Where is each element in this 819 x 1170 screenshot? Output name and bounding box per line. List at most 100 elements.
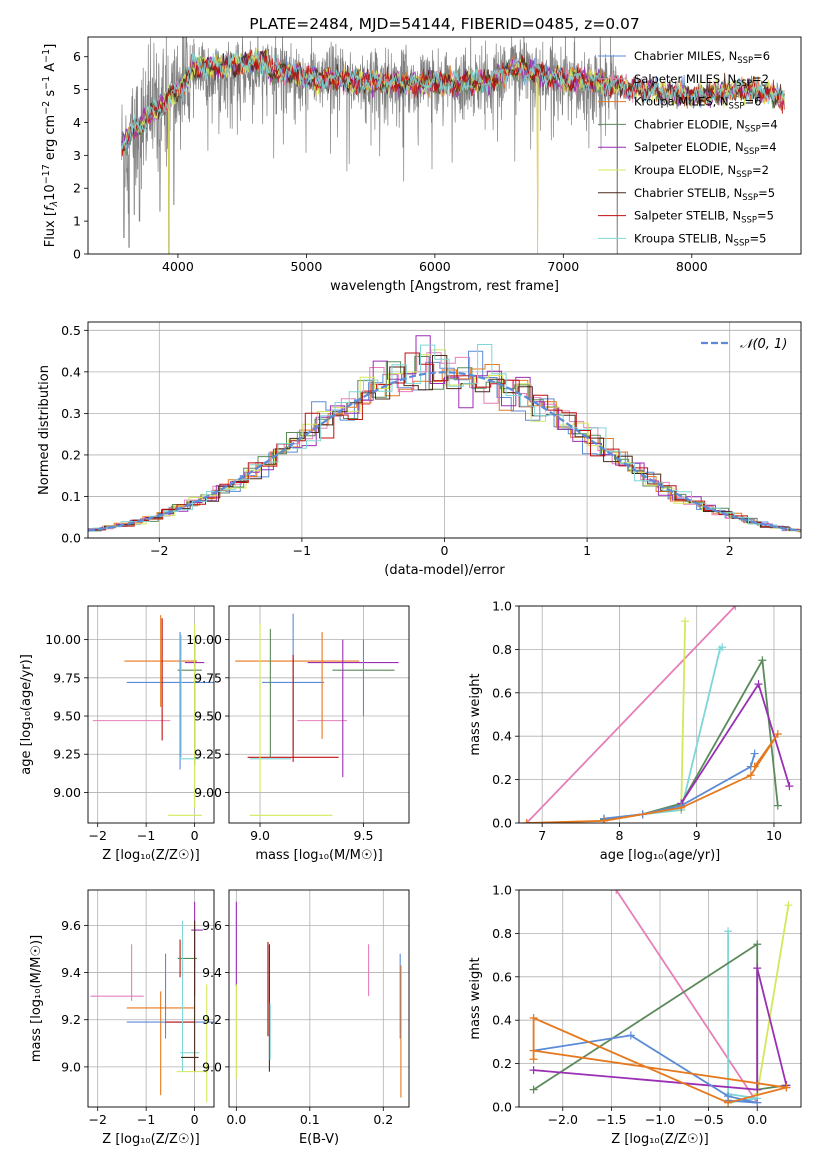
mass_ebv-xtick-label-1: 0.1 bbox=[300, 1112, 320, 1127]
spectrum-legend-sub-0: SSP bbox=[737, 56, 753, 66]
mw_age-marker-0-1 bbox=[731, 606, 740, 610]
mw_age-marker-2-4 bbox=[718, 643, 727, 652]
spectrum-ylabel-part-2: λ bbox=[49, 201, 60, 208]
mass_ebv-ytick-label-1: 9.2 bbox=[202, 1012, 222, 1027]
mw_z-ytick-label-2: 0.4 bbox=[492, 1013, 512, 1028]
mw_age-marker-6-1 bbox=[599, 816, 608, 823]
mass_ebv-frame bbox=[228, 889, 410, 1108]
mass_z-xtick-label-1: −1 bbox=[137, 1112, 155, 1127]
mw_age-marker-6-5 bbox=[750, 762, 759, 771]
hist-step-1 bbox=[88, 352, 801, 533]
mw_z-marker-6-0 bbox=[529, 1055, 538, 1064]
mw_z-marker-6-4 bbox=[529, 1046, 538, 1055]
hist-xtick-label-3: 1 bbox=[583, 543, 591, 558]
spectrum-legend-sub-1: SSP bbox=[736, 79, 752, 89]
mw_age-frame bbox=[518, 605, 802, 824]
mass_z-axes: −2 −1 0 9.0 9.2 9.4 9.6 Z [log₁₀(Z/Z☉)] mass [lo… bbox=[29, 889, 215, 1147]
spectrum-legend-sub-8: SSP bbox=[734, 238, 750, 248]
mw_z-xtick-label-2: −1.0 bbox=[645, 1112, 675, 1127]
mass_z-ytick-label-2: 9.4 bbox=[61, 965, 81, 980]
mw_age-xtick-label-1: 8 bbox=[615, 828, 623, 843]
spectrum-legend-eq-7: =5 bbox=[757, 209, 774, 223]
spectrum-ylabel-part-11: ] bbox=[43, 44, 58, 49]
age_z-xlabel: Z [log₁₀(Z/Z☉)] bbox=[102, 848, 199, 863]
mw_z-frame bbox=[518, 889, 802, 1108]
mw_z-marker-4-2 bbox=[753, 964, 762, 973]
spectrum-ytick-label-6: 6 bbox=[73, 49, 81, 64]
mw_z-marker-6-1 bbox=[529, 1014, 538, 1023]
spectrum-legend-name-4: Salpeter ELODIE, N bbox=[634, 140, 744, 154]
spectrum-ylabel-part-4: −17 bbox=[41, 164, 52, 184]
spectrum-legend-entry-8: Kroupa STELIB, NSSP=5 bbox=[634, 231, 766, 248]
hist-legend-label: 𝒩(0, 1) bbox=[740, 337, 787, 352]
spectrum-xtick-label-3: 7000 bbox=[547, 259, 579, 274]
age_mass-xtick-label-1: 9.5 bbox=[354, 828, 374, 843]
spectrum-legend-name-0: Chabrier MILES, N bbox=[634, 49, 737, 63]
mass_ebv-plot bbox=[235, 901, 402, 1098]
spectrum-ylabel-part-6: −2 bbox=[41, 101, 52, 115]
spectrum-legend-entry-2: Kroupa MILES, NSSP=6 bbox=[634, 95, 761, 112]
hist-xlabel: (data-model)/error bbox=[384, 563, 505, 578]
spectrum-ylabel-part-1: f bbox=[43, 204, 58, 211]
age_mass-frame bbox=[228, 605, 410, 824]
mass_z-ytick-label-0: 9.0 bbox=[61, 1059, 81, 1074]
mw_age-xtick-label-0: 7 bbox=[538, 828, 546, 843]
mw_age-series-1 bbox=[680, 621, 686, 811]
spectrum-legend-name-5: Kroupa ELODIE, N bbox=[634, 163, 736, 177]
mw_age-series-0 bbox=[526, 606, 736, 823]
mw_age-marker-4-2 bbox=[785, 782, 794, 791]
mw_age-axes: 7 8 9 10 0.0 0.2 0.4 0.6 0.8 1.0 age [log₁₀(age/yr… bbox=[468, 599, 802, 863]
spectrum-legend-eq-2: =6 bbox=[744, 95, 761, 109]
mw_z-ytick-label-3: 0.6 bbox=[492, 969, 512, 984]
spectrum-legend-name-7: Salpeter STELIB, N bbox=[634, 209, 741, 223]
mass_ebv-xlabel: E(B-V) bbox=[299, 1132, 339, 1147]
mw_age-xlabel: age [log₁₀(age/yr)] bbox=[600, 848, 721, 863]
mw_age-marker-6-2 bbox=[677, 803, 686, 812]
mw_z-ytick-label-4: 0.8 bbox=[492, 926, 512, 941]
age_mass-axes: 9.0 9.5 9.00 9.25 9.50 9.75 10.00 mass [log₁₀(M… bbox=[186, 605, 410, 863]
hist-plot bbox=[88, 335, 801, 533]
hist-xtick-label-4: 2 bbox=[726, 543, 734, 558]
spectrum-legend-name-8: Kroupa STELIB, N bbox=[634, 231, 734, 245]
mw_z-xtick-label-1: −1.5 bbox=[596, 1112, 626, 1127]
mw_z-ytick-label-1: 0.2 bbox=[492, 1056, 512, 1071]
mw_age-marker-4-1 bbox=[754, 680, 763, 689]
mw_z-marker-5-1 bbox=[626, 1031, 635, 1040]
spectrum-legend-eq-3: =4 bbox=[761, 117, 778, 131]
mw_age-ytick-label-3: 0.6 bbox=[492, 685, 512, 700]
spectrum-ytick-label-1: 1 bbox=[73, 214, 81, 229]
age_z-ytick-label-2: 9.50 bbox=[53, 709, 81, 724]
spectrum-ytick-label-4: 4 bbox=[73, 115, 81, 130]
spectrum-xtick-label-4: 8000 bbox=[676, 259, 708, 274]
spectrum-xtick-label-0: 4000 bbox=[162, 259, 194, 274]
mw_z-ytick-label-0: 0.0 bbox=[492, 1100, 512, 1115]
mw_z-ytick-label-5: 1.0 bbox=[492, 883, 512, 898]
mw_z-marker-3-1 bbox=[753, 940, 762, 949]
age_z-xtick-label-1: −1 bbox=[137, 828, 155, 843]
mass_z-xtick-label-0: −2 bbox=[88, 1112, 106, 1127]
mw_age-xtick-label-2: 9 bbox=[693, 828, 701, 843]
mw_age-marker-5-4 bbox=[750, 749, 759, 758]
spectrum-legend-sub-4: SSP bbox=[744, 147, 760, 157]
spectrum-legend-name-2: Kroupa MILES, N bbox=[634, 95, 729, 109]
spectrum-legend-name-6: Chabrier STELIB, N bbox=[634, 186, 742, 200]
hist-frame bbox=[87, 321, 802, 539]
mw_z-xtick-label-3: −0.5 bbox=[693, 1112, 723, 1127]
hist-ytick-label-4: 0.4 bbox=[61, 364, 81, 379]
spectrum-ylabel-part-5: erg cm bbox=[43, 115, 58, 164]
mw_z-series-2 bbox=[727, 931, 758, 1104]
hist-ytick-label-3: 0.3 bbox=[61, 406, 81, 421]
spectrum-model-line-8 bbox=[121, 50, 785, 154]
age_z-frame bbox=[87, 605, 215, 824]
mw_age-ytick-label-4: 0.8 bbox=[492, 642, 512, 657]
mass_z-xlabel: Z [log₁₀(Z/Z☉)] bbox=[102, 1132, 199, 1147]
mw_z-axes: −2.0 −1.5 −1.0 −0.5 0.0 0.0 0.2 0.4 0.6 0.8 1.0 Z [… bbox=[468, 883, 802, 1147]
mw_age-marker-1-1 bbox=[681, 617, 690, 626]
spectrum-ylabel-part-3: 10 bbox=[43, 184, 58, 201]
mw_z-xtick-label-0: −2.0 bbox=[548, 1112, 578, 1127]
spectrum-legend-eq-8: =5 bbox=[749, 231, 766, 245]
spectrum-legend-eq-0: =6 bbox=[753, 49, 770, 63]
mw_z-marker-6-3 bbox=[782, 1083, 791, 1092]
mass_z-plot bbox=[90, 901, 214, 1103]
spectrum-xtick-label-1: 5000 bbox=[290, 259, 322, 274]
